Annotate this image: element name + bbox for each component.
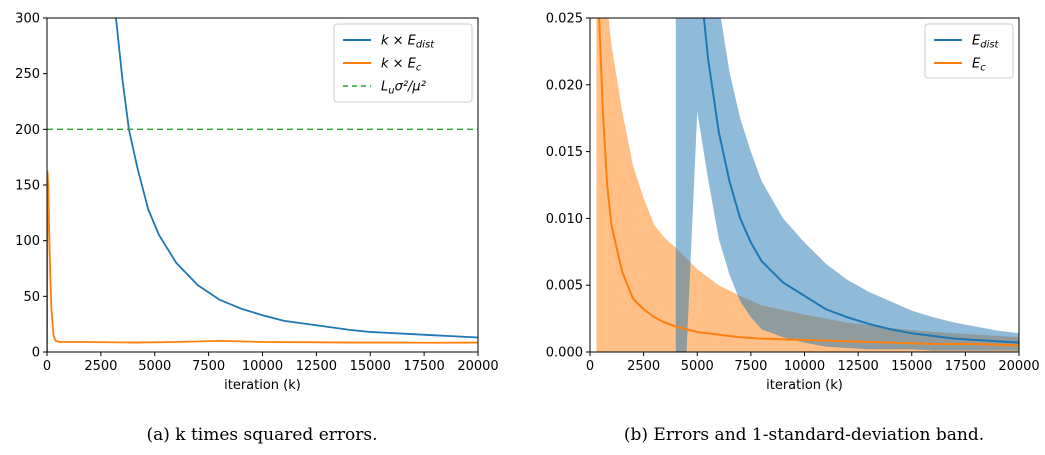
chartA-xtick-label-6: 15000 — [350, 359, 391, 374]
chartB-xtick-label-3: 7500 — [734, 359, 767, 374]
chartB-legend-label-0: Edist — [972, 34, 1000, 51]
chartB-xtick-label-4: 10000 — [784, 359, 825, 374]
chartB-legend-box — [924, 23, 1014, 79]
chartA-legend-label-1: k × Ec — [381, 57, 422, 74]
chartB-ytick-label-4: 0.020 — [546, 78, 583, 93]
chartB-series-line-1 — [598, 18, 1019, 347]
chartB-xtick-label-5: 12500 — [837, 359, 878, 374]
chartA-legend-label-0: k × Edist — [381, 34, 435, 51]
chartB-legend-label-1: Ec — [972, 57, 986, 74]
chartA-ytick-label-3: 150 — [15, 179, 40, 194]
chartA-xtick-label-0: 0 — [43, 359, 51, 374]
chart-a: 0 2500 5000 7500 10000 12500 15000 17500 20000 0 5… — [15, 12, 499, 446]
chartA-ytick-label-4: 200 — [15, 123, 40, 138]
chartB-ytick-label-2: 0.010 — [546, 212, 583, 227]
chartA-xtick-label-1: 2500 — [84, 359, 117, 374]
chartB-series-line-0 — [702, 18, 1019, 344]
chartA-series-line-0 — [115, 18, 478, 339]
chartA-xtick-label-2: 5000 — [138, 359, 171, 374]
chartA-legend-box — [333, 23, 473, 103]
chartA-ytick-label-0: 0 — [32, 346, 40, 361]
chartA-xtick-label-7: 17500 — [403, 359, 444, 374]
chartA-ytick-label-5: 250 — [15, 67, 40, 82]
chartA-legend-label-2: Luσ²/μ² — [381, 80, 426, 97]
chartA-xtick-label-3: 7500 — [192, 359, 225, 374]
chart-b-plot-area — [596, 18, 1019, 352]
chart-a-xlabel: iteration (k) — [224, 378, 301, 393]
chartB-xtick-label-8: 20000 — [998, 359, 1039, 374]
chartA-ytick-label-2: 100 — [15, 234, 40, 249]
chart-a-legend: k × Edist k × Ec Luσ²/μ² — [333, 23, 473, 103]
chartB-ytick-label-1: 0.005 — [546, 279, 583, 294]
chartA-ytick-label-6: 300 — [15, 12, 40, 27]
chart-b-caption: (b) Errors and 1-standard-deviation band… — [624, 425, 984, 445]
chart-b-xlabel: iteration (k) — [766, 378, 843, 393]
chartA-ytick-label-1: 50 — [23, 290, 40, 305]
chartA-xtick-label-4: 10000 — [242, 359, 283, 374]
chart-a-caption: (a) k times squared errors. — [146, 425, 377, 445]
chartA-xtick-label-8: 20000 — [457, 359, 498, 374]
chart-b-legend: Edist Ec — [924, 23, 1014, 79]
chart-a-axes: 0 2500 5000 7500 10000 12500 15000 17500 20000 0 5… — [15, 12, 499, 375]
chartB-xtick-label-1: 2500 — [627, 359, 660, 374]
chart-b-axes: 0 2500 5000 7500 10000 12500 15000 17500 20000 0.… — [546, 12, 1040, 375]
chartB-ytick-label-3: 0.015 — [546, 145, 583, 160]
chartB-ytick-label-5: 0.025 — [546, 12, 583, 27]
chartA-series-line-1 — [47, 170, 478, 352]
chartB-xtick-label-2: 5000 — [681, 359, 714, 374]
chartB-band-1 — [596, 18, 1019, 352]
chartB-ytick-label-0: 0.000 — [546, 346, 583, 361]
chartB-xtick-label-6: 15000 — [891, 359, 932, 374]
chartA-xtick-label-5: 12500 — [296, 359, 337, 374]
chartB-xtick-label-0: 0 — [586, 359, 594, 374]
chart-b: 0 2500 5000 7500 10000 12500 15000 17500 20000 0.… — [546, 12, 1040, 446]
chart-a-plot-area — [47, 18, 478, 352]
chartB-xtick-label-7: 17500 — [945, 359, 986, 374]
chartB-band-0 — [675, 18, 1019, 352]
